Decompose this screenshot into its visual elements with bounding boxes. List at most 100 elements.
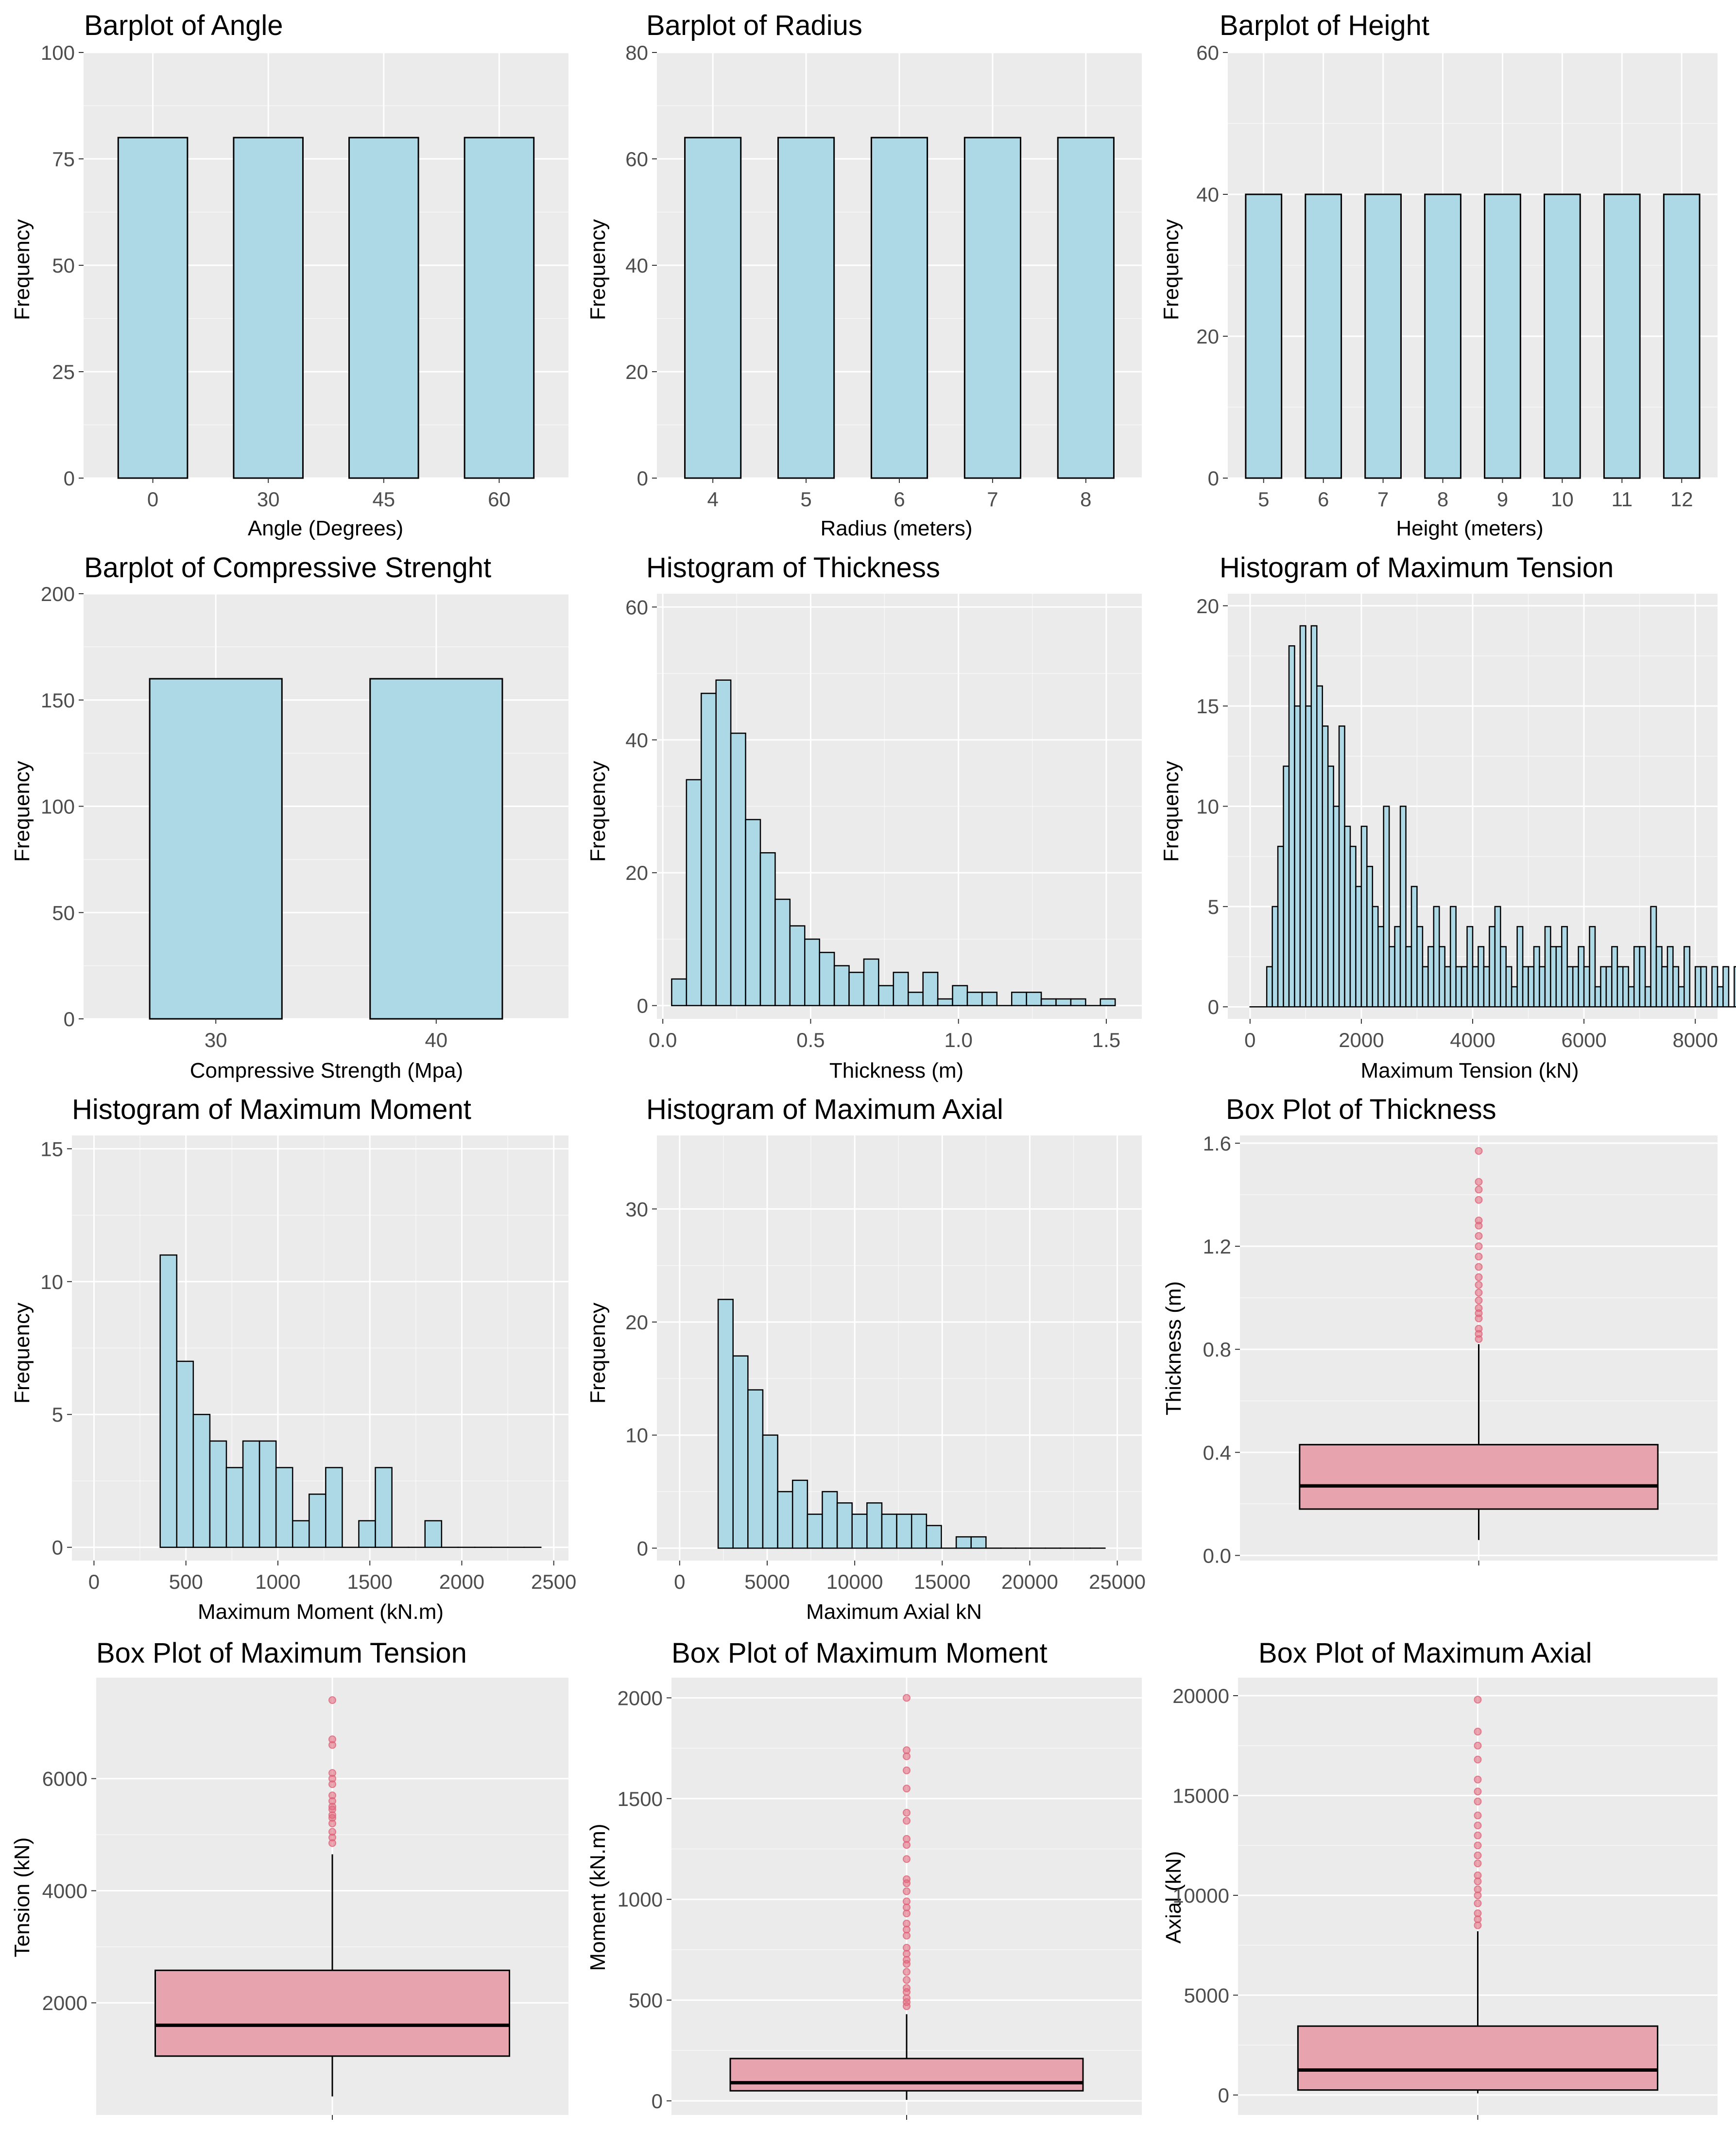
y-tick-label: 0.8 xyxy=(1203,1338,1231,1361)
panel-max-tension-boxplot: Box Plot of Maximum Tension Tension (kN) xyxy=(10,1637,467,1957)
histogram-bin xyxy=(1283,765,1290,1008)
bar xyxy=(684,137,742,479)
box-iqr xyxy=(1297,2025,1659,2091)
histogram-bin xyxy=(1377,926,1384,1008)
histogram-bin xyxy=(1288,645,1295,1008)
bar xyxy=(1603,193,1641,479)
histogram-bin xyxy=(1427,946,1435,1008)
x-tick-label: 1500 xyxy=(347,1570,392,1593)
y-tick-label: 0.0 xyxy=(1203,1544,1231,1567)
histogram-bin xyxy=(1466,926,1474,1008)
histogram-bin xyxy=(848,972,865,1006)
outlier-point xyxy=(903,1919,911,1927)
bar xyxy=(1245,193,1283,479)
y-tick-label: 60 xyxy=(625,596,648,619)
x-tick-label: 40 xyxy=(425,1029,447,1051)
histogram-bin xyxy=(1299,625,1306,1008)
histogram-bin xyxy=(1516,926,1524,1008)
outlier-point xyxy=(1475,1217,1483,1224)
histogram-bin xyxy=(1655,946,1663,1008)
x-tick-label: 8000 xyxy=(1672,1029,1718,1051)
outlier-point xyxy=(328,1828,336,1836)
x-tick-label: 6 xyxy=(894,488,905,511)
histogram-bin xyxy=(1383,806,1390,1008)
y-tick-label: 1000 xyxy=(618,1888,663,1911)
panel-radius-barplot: Barplot of Radius Radius (meters) Freque… xyxy=(586,10,972,540)
y-axis-label: Frequency xyxy=(10,219,34,320)
y-axis-label: Frequency xyxy=(1159,761,1183,862)
histogram-bin xyxy=(1594,986,1601,1008)
histogram-bin xyxy=(878,985,894,1006)
histogram-bin xyxy=(1338,725,1345,1008)
outlier-point xyxy=(1475,1232,1483,1240)
outlier-point xyxy=(1474,1787,1482,1796)
y-tick-label: 60 xyxy=(1196,41,1219,64)
bar xyxy=(464,137,535,479)
plot-area-10: 2000 4000 6000 xyxy=(42,1678,568,2120)
histogram-bin xyxy=(759,852,776,1006)
y-tick-label: 0 xyxy=(637,995,648,1017)
x-tick-label: 7 xyxy=(1377,488,1389,511)
x-tick-label: 30 xyxy=(205,1029,227,1051)
outlier-point xyxy=(903,1808,911,1817)
outlier-point xyxy=(1475,1304,1483,1312)
plot-area-3: 0 20 40 60 5 6 7 8 9 10 11 12 xyxy=(1196,41,1718,511)
histogram-bin xyxy=(375,1467,393,1548)
histogram-bin xyxy=(209,1440,227,1548)
histogram-bin xyxy=(1277,845,1284,1008)
x-tick-label: 7 xyxy=(987,488,998,511)
outlier-point xyxy=(1475,1273,1483,1281)
outlier-point xyxy=(1474,1811,1482,1820)
histogram-bin xyxy=(717,1299,734,1549)
histogram-bin xyxy=(1349,845,1357,1008)
histogram-bin xyxy=(1633,946,1640,1008)
histogram-bin xyxy=(424,1520,443,1548)
x-tick-label: 0 xyxy=(674,1570,685,1593)
panel-max-tension-histogram: Histogram of Maximum Tension Maximum Ten… xyxy=(1159,552,1614,1083)
histogram-bin xyxy=(881,1513,897,1549)
histogram-bin xyxy=(1070,998,1086,1006)
outlier-point xyxy=(1475,1281,1483,1289)
panel-title: Histogram of Thickness xyxy=(646,552,940,584)
y-tick-label: 20 xyxy=(625,1311,648,1334)
bar xyxy=(149,678,283,1020)
histogram-bin xyxy=(1717,986,1724,1008)
histogram-bin xyxy=(1444,966,1451,1008)
panel-thickness-histogram: Histogram of Thickness Thickness (m) Fre… xyxy=(586,552,963,1083)
y-tick-label: 5 xyxy=(52,1403,63,1426)
y-axis-label: Moment (kN.m) xyxy=(586,1823,610,1971)
histogram-bin xyxy=(1266,966,1273,1008)
histogram-bin xyxy=(1605,966,1613,1008)
histogram-bin xyxy=(730,732,746,1006)
histogram-bin xyxy=(1550,946,1557,1008)
histogram-bin xyxy=(1555,946,1563,1008)
histogram-bin xyxy=(1305,705,1312,1008)
x-tick-label: 6 xyxy=(1318,488,1329,511)
y-tick-label: 0 xyxy=(637,1537,648,1560)
histogram-bin xyxy=(1394,926,1401,1008)
panel-title: Histogram of Maximum Axial xyxy=(646,1094,1003,1125)
histogram-bin xyxy=(1399,806,1407,1008)
outlier-point xyxy=(328,1696,336,1704)
x-tick-label: 11 xyxy=(1612,488,1633,511)
histogram-bin xyxy=(1483,966,1490,1008)
histogram-bin xyxy=(1405,946,1412,1008)
outlier-point xyxy=(1474,1696,1482,1704)
histogram-bin xyxy=(1639,946,1646,1008)
histogram-bin xyxy=(1344,825,1351,1008)
y-tick-label: 15 xyxy=(1196,695,1219,718)
outlier-point xyxy=(903,1968,911,1976)
x-tick-label: 10000 xyxy=(826,1570,883,1593)
y-tick-label: 2000 xyxy=(618,1686,663,1709)
panel-angle-barplot: Barplot of Angle Angle (Degrees) Frequen… xyxy=(10,10,403,540)
histogram-bin xyxy=(159,1254,178,1548)
histogram-bin xyxy=(1611,946,1618,1008)
x-axis-label: Thickness (m) xyxy=(829,1059,963,1083)
plot-area-4: 0 50 100 150 200 30 40 xyxy=(41,583,568,1051)
histogram-bin xyxy=(1589,926,1596,1008)
outlier-point xyxy=(1475,1253,1483,1261)
histogram-bin xyxy=(911,1513,928,1549)
outlier-point xyxy=(1475,1296,1483,1305)
outlier-point xyxy=(1474,1775,1482,1784)
y-tick-label: 20 xyxy=(1196,595,1219,618)
